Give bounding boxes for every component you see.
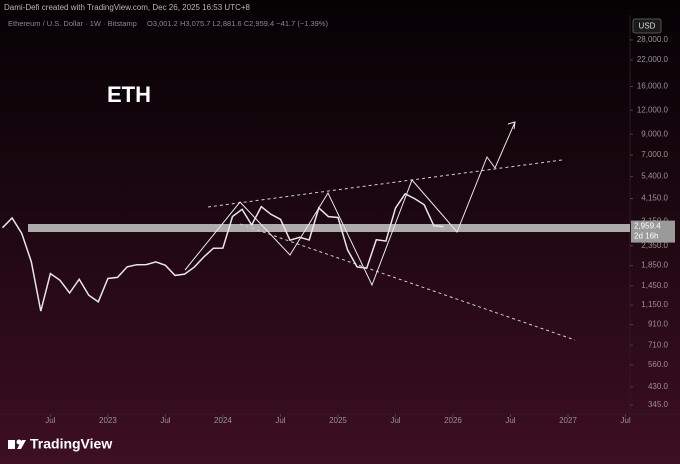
x-tick-label: 2027: [559, 416, 577, 425]
x-tick-label: Jul: [620, 416, 630, 425]
ohlc: O3,001.2 H3,075.7 L2,881.6 C2,959.4 −41.…: [147, 19, 328, 28]
last-price-label: 2,959.4: [634, 222, 661, 231]
symbol: Ethereum / U.S. Dollar · 1W · Bitstamp: [8, 19, 137, 28]
annotation: ETH: [107, 82, 151, 107]
x-tick-label: Jul: [275, 416, 285, 425]
lower-trendline: [239, 223, 576, 341]
logo-part: [17, 440, 26, 449]
x-tick-label: Jul: [160, 416, 170, 425]
projection-arrow: [507, 121, 516, 130]
brand: TradingView: [30, 436, 112, 452]
y-tick-label: 2,350.0: [641, 241, 668, 250]
price-line: [1, 192, 444, 312]
x-tick-label: 2024: [214, 416, 232, 425]
projection: [444, 121, 516, 233]
y-tick-label: 1,450.0: [641, 281, 668, 290]
y-tick-label: 710.0: [648, 340, 669, 349]
x-tick-label: 2025: [329, 416, 347, 425]
last-price-badge: [631, 220, 675, 243]
y-tick-label: 560.0: [648, 360, 669, 369]
y-tick-label: 12,000.0: [637, 105, 669, 114]
y-tick-label: 345.0: [648, 400, 669, 409]
y-tick-label: 22,000.0: [637, 55, 669, 64]
y-tick-label: 910.0: [648, 320, 669, 329]
y-tick-label: 1,150.0: [641, 300, 668, 309]
x-tick-label: Jul: [45, 416, 55, 425]
y-tick-label: 5,400.0: [641, 172, 668, 181]
currency[interactable]: USD: [639, 22, 656, 31]
y-tick-label: 7,000.0: [641, 150, 668, 159]
logo: [8, 439, 26, 449]
y-tick-label: 16,000.0: [637, 82, 669, 91]
logo-part: [8, 440, 15, 449]
credit: Dami-Defi created with TradingView.com, …: [4, 3, 251, 12]
y-tick-label: 1,850.0: [641, 261, 668, 270]
support-band: [28, 224, 630, 232]
x-tick-label: Jul: [390, 416, 400, 425]
zigzag: [184, 179, 446, 287]
y-tick-label: 28,000.0: [637, 35, 669, 44]
x-tick-label: Jul: [505, 416, 515, 425]
x-tick-label: 2023: [99, 416, 117, 425]
countdown: 2d 16h: [634, 232, 658, 241]
y-tick-label: 430.0: [648, 382, 669, 391]
currency-button[interactable]: [632, 18, 662, 34]
x-tick-label: 2026: [444, 416, 462, 425]
y-tick-label: 4,150.0: [641, 194, 668, 203]
y-tick-label: 9,000.0: [641, 129, 668, 138]
